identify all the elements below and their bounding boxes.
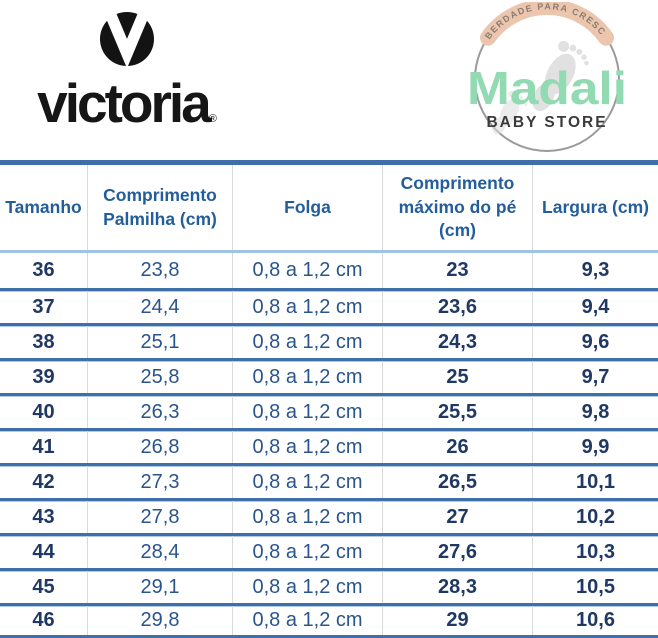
table-cell: 38 (0, 326, 88, 358)
madali-logo: LIBERDADE PARA CRESCER Madali BABY STORE (448, 0, 642, 161)
table-cell: 28,3 (383, 571, 533, 603)
table-cell: 41 (0, 431, 88, 463)
table-cell: 42 (0, 466, 88, 498)
column-header-tamanho: Tamanho (0, 165, 88, 250)
table-cell: 43 (0, 501, 88, 533)
table-cell: 26 (383, 431, 533, 463)
table-cell: 23,8 (88, 253, 233, 288)
table-cell: 24,4 (88, 291, 233, 323)
table-row: 38 25,1 0,8 a 1,2 cm 24,3 9,6 (0, 323, 658, 358)
table-cell: 10,1 (576, 470, 615, 493)
table-cell: 0,8 a 1,2 cm (233, 606, 383, 635)
madali-name: Madali (467, 62, 627, 114)
table-cell: 23 (383, 253, 533, 288)
column-header-largura: Largura (cm) (542, 196, 649, 217)
footprint-icon (492, 40, 589, 135)
victoria-v-icon (100, 12, 154, 66)
column-header-folga: Folga (233, 165, 383, 250)
table-row: 46 29,8 0,8 a 1,2 cm 29 10,6 (0, 603, 658, 638)
table-cell: 36 (0, 253, 88, 288)
table-cell: 10,6 (576, 609, 615, 631)
table-cell: 24,3 (383, 326, 533, 358)
table-cell: 25,5 (383, 396, 533, 428)
table-cell: 39 (0, 361, 88, 393)
table-cell: 25 (383, 361, 533, 393)
victoria-wordmark-text: victoria (37, 72, 212, 134)
victoria-wordmark: victoria® (16, 76, 238, 131)
size-chart-table: Tamanho Comprimento Palmilha (cm) Folga … (0, 160, 658, 638)
table-cell: 29,1 (88, 571, 233, 603)
table-cell: 9,6 (581, 330, 610, 353)
table-cell: 25,1 (88, 326, 233, 358)
table-cell: 0,8 a 1,2 cm (233, 291, 383, 323)
table-cell: 0,8 a 1,2 cm (233, 431, 383, 463)
table-row: 39 25,8 0,8 a 1,2 cm 25 9,7 (0, 358, 658, 393)
table-cell: 0,8 a 1,2 cm (233, 501, 383, 533)
madali-banner-arc (480, 0, 614, 46)
table-cell: 29,8 (88, 606, 233, 635)
column-header-comprimento-palmilha: Comprimento Palmilha (cm) (88, 165, 233, 250)
table-cell: 28,4 (88, 536, 233, 568)
table-cell: 27,6 (383, 536, 533, 568)
table-cell: 9,7 (581, 365, 610, 388)
table-cell: 9,4 (581, 295, 610, 318)
table-cell: 26,8 (88, 431, 233, 463)
table-cell: 26,3 (88, 396, 233, 428)
table-cell: 29 (383, 606, 533, 635)
table-row: 40 26,3 0,8 a 1,2 cm 25,5 9,8 (0, 393, 658, 428)
madali-logo-graphic: LIBERDADE PARA CRESCER Madali BABY STORE (448, 0, 627, 152)
table-cell: 0,8 a 1,2 cm (233, 466, 383, 498)
table-cell: 9,3 (581, 259, 610, 281)
table-header-row: Tamanho Comprimento Palmilha (cm) Folga … (0, 160, 658, 253)
table-cell: 44 (0, 536, 88, 568)
table-cell: 0,8 a 1,2 cm (233, 361, 383, 393)
table-cell: 0,8 a 1,2 cm (233, 571, 383, 603)
table-cell: 27 (383, 501, 533, 533)
table-cell: 0,8 a 1,2 cm (233, 253, 383, 288)
table-cell: 0,8 a 1,2 cm (233, 396, 383, 428)
table-cell: 10,2 (576, 505, 615, 528)
madali-banner-text: LIBERDADE PARA CRESCER (452, 2, 608, 41)
registered-mark: ® (208, 113, 217, 125)
table-cell: 27,8 (88, 501, 233, 533)
table-row: 37 24,4 0,8 a 1,2 cm 23,6 9,4 (0, 288, 658, 323)
table-cell: 0,8 a 1,2 cm (233, 326, 383, 358)
table-row: 43 27,8 0,8 a 1,2 cm 27 10,2 (0, 498, 658, 533)
table-cell: 37 (0, 291, 88, 323)
victoria-logo: victoria® (16, 10, 238, 131)
table-row: 44 28,4 0,8 a 1,2 cm 27,6 10,3 (0, 533, 658, 568)
table-cell: 0,8 a 1,2 cm (233, 536, 383, 568)
table-cell: 27,3 (88, 466, 233, 498)
table-row: 42 27,3 0,8 a 1,2 cm 26,5 10,1 (0, 463, 658, 498)
table-cell: 26,5 (383, 466, 533, 498)
table-row: 45 29,1 0,8 a 1,2 cm 28,3 10,5 (0, 568, 658, 603)
column-header-comprimento-maximo: Comprimento máximo do pé (cm) (383, 165, 533, 250)
table-cell: 46 (0, 606, 88, 635)
madali-subtitle: BABY STORE (486, 114, 607, 131)
table-cell: 9,9 (581, 435, 610, 458)
table-body: 36 23,8 0,8 a 1,2 cm 23 9,3 37 24,4 0,8 a 1,2 c… (0, 253, 658, 638)
table-row: 36 23,8 0,8 a 1,2 cm 23 9,3 (0, 253, 658, 288)
table-cell: 23,6 (383, 291, 533, 323)
logo-header: victoria® (0, 0, 658, 160)
table-cell: 40 (0, 396, 88, 428)
table-cell: 25,8 (88, 361, 233, 393)
table-cell: 45 (0, 571, 88, 603)
table-cell: 9,8 (581, 400, 610, 423)
madali-banner-textpath: LIBERDADE PARA CRESCER (448, 0, 607, 41)
table-cell: 10,5 (576, 575, 615, 598)
table-row: 41 26,8 0,8 a 1,2 cm 26 9,9 (0, 428, 658, 463)
table-cell: 10,3 (576, 540, 615, 563)
